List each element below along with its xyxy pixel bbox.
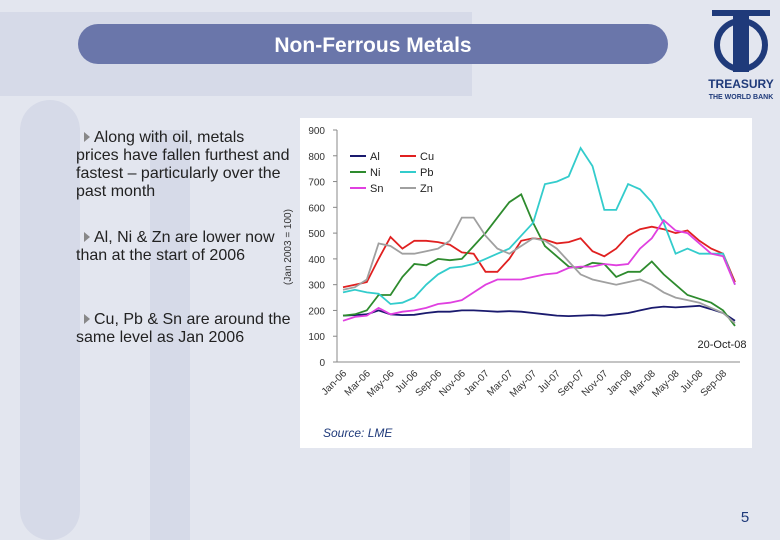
- slide-title: Non-Ferrous Metals: [274, 34, 471, 57]
- legend-label: Sn: [370, 183, 383, 195]
- legend-label: Pb: [420, 167, 433, 179]
- title-bar: [78, 24, 668, 64]
- y-tick-label: 800: [308, 152, 325, 163]
- line: [342, 216, 736, 324]
- line: [342, 218, 736, 322]
- logo: TREASURY THE WORLD BANK: [708, 10, 774, 101]
- annotation: 20-Oct-08: [698, 339, 747, 351]
- bullet: Cu, Pb & Sn are around the same level as…: [76, 311, 291, 346]
- legend-label: Ni: [370, 167, 380, 179]
- y-tick-label: 300: [308, 281, 325, 292]
- chart-area: [300, 118, 752, 448]
- y-tick-label: 500: [308, 229, 325, 240]
- y-tick-label: 200: [308, 306, 325, 317]
- legend-label: Zn: [420, 183, 433, 195]
- y-tick-label: 600: [308, 203, 325, 214]
- legend-label: Cu: [420, 151, 434, 163]
- line: [342, 146, 736, 305]
- line: [342, 304, 736, 322]
- logo-name: TREASURY: [708, 77, 774, 91]
- logo-org: THE WORLD BANK: [709, 94, 774, 101]
- bullet: Along with oil, metals prices have falle…: [76, 129, 290, 200]
- y-tick-label: 100: [308, 332, 325, 343]
- y-tick-label: 400: [308, 255, 325, 266]
- source: Source: LME: [323, 426, 393, 440]
- bullet: Al, Ni & Zn are lower now than at the st…: [76, 229, 291, 265]
- y-tick-label: 900: [308, 126, 325, 137]
- y-tick-label: 0: [319, 358, 325, 369]
- legend-label: Al: [370, 151, 380, 163]
- y-tick-label: 700: [308, 178, 325, 189]
- line: [342, 193, 736, 327]
- page-number: 5: [741, 509, 749, 526]
